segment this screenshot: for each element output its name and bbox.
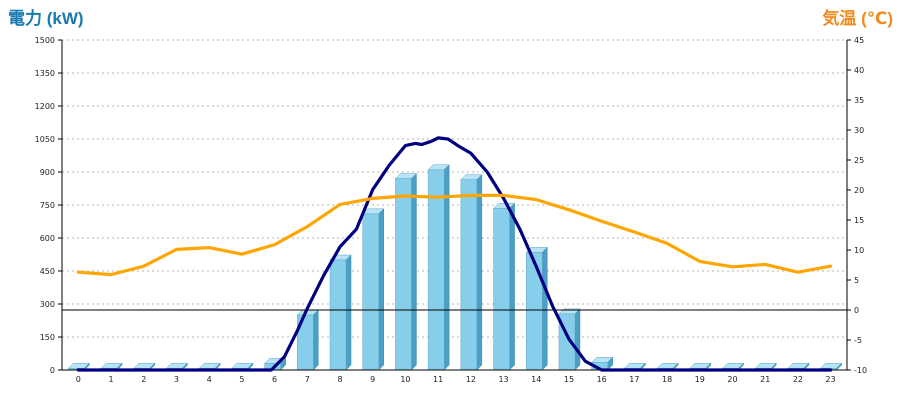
power-bar-side [509,202,515,371]
power-bars [67,164,843,371]
x-tick-label: 16 [597,375,607,384]
left-tick-label: 1500 [35,36,55,45]
power-bar [493,208,510,371]
temperature-line [76,193,833,277]
x-tick-label: 23 [826,375,836,384]
x-tick-label: 21 [760,375,770,384]
left-tick-label: 1050 [35,135,55,144]
right-tick-label: 40 [854,66,864,75]
right-tick-label: -5 [854,336,862,345]
power-bar [427,169,445,371]
power-bar-side [476,174,483,371]
left-tick-label: 0 [50,366,55,375]
x-tick-label: 17 [629,375,639,384]
left-tick-label: 600 [40,234,55,243]
power-bar [460,179,478,371]
right-tick-label: -10 [854,366,867,375]
x-tick-label: 19 [695,375,705,384]
power-bar [526,252,543,371]
power-bar [395,178,412,371]
right-tick-label: 20 [854,186,864,195]
right-tick-label: 25 [854,156,864,165]
right-tick-label: 15 [854,216,864,225]
x-tick-label: 4 [207,375,212,384]
x-tick-label: 22 [793,375,803,384]
x-tick-label: 1 [109,375,114,384]
x-tick-label: 0 [76,375,81,384]
x-tick-label: 9 [370,375,375,384]
right-tick-label: 0 [854,306,859,315]
power-bar [329,259,347,371]
x-tick-label: 8 [337,375,342,384]
power-line [76,136,833,372]
power-bar-side [411,172,417,371]
x-tick-label: 3 [174,375,179,384]
left-axis-title: 電力 (kW) [8,8,84,28]
left-tick-label: 1200 [35,102,55,111]
left-tick-label: 900 [40,168,55,177]
x-tick-label: 5 [239,375,244,384]
x-tick-label: 2 [141,375,146,384]
power-bar [362,213,379,371]
power-bar-side [378,208,384,371]
x-tick-label: 15 [564,375,574,384]
gridlines [62,39,847,338]
x-tick-label: 13 [498,375,508,384]
right-tick-label: 35 [854,96,864,105]
right-axis-title: 気温 (℃) [821,8,893,28]
x-tick-label: 20 [727,375,737,384]
power-bar-side [574,308,581,371]
right-tick-label: 5 [854,276,859,285]
x-tick-label: 7 [305,375,310,384]
left-tick-label: 150 [40,333,55,342]
right-tick-label: 30 [854,126,864,135]
x-tick-label: 10 [400,375,410,384]
left-tick-label: 1350 [35,69,55,78]
x-tick-label: 18 [662,375,672,384]
right-tick-label: 45 [854,36,864,45]
x-tick-label: 11 [433,375,443,384]
power-bar-side [313,309,319,371]
left-tick-label: 750 [40,201,55,210]
x-tick-label: 14 [531,375,541,384]
x-tick-label: 12 [466,375,476,384]
power-bar-side [345,254,352,371]
left-tick-label: 450 [40,267,55,276]
power-bar-side [542,246,548,371]
x-tick-label: 6 [272,375,277,384]
right-tick-label: 10 [854,246,864,255]
series-lines [76,136,833,372]
left-tick-label: 300 [40,300,55,309]
tick-labels: 01503004506007509001050120013501500-10-5… [35,36,867,384]
